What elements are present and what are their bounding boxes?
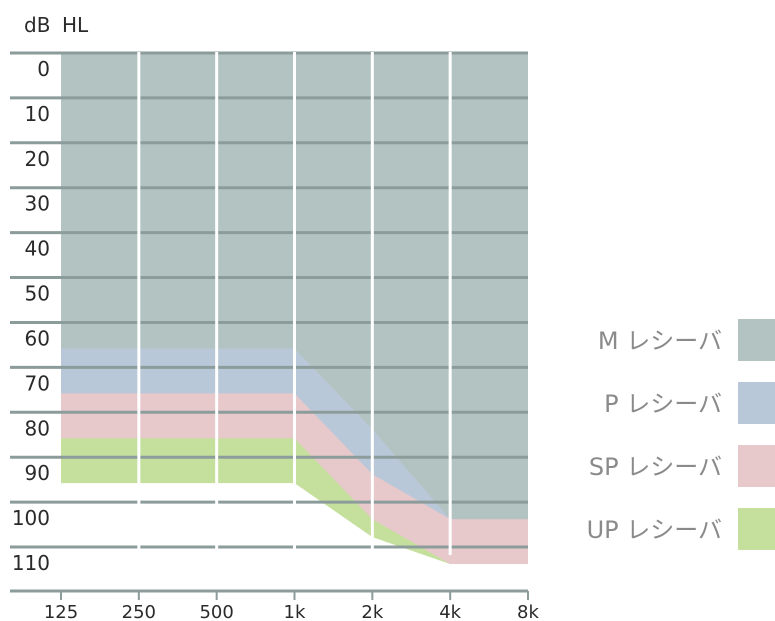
y-tick-labels: 0 10 20 30 40 50 60 70 80 90 100 110 <box>12 57 50 575</box>
y-tick-label: 40 <box>25 237 50 261</box>
x-tick-labels: 125 250 500 1k 2k 4k 8k <box>44 602 540 621</box>
y-axis-unit-hl: HL <box>62 13 89 37</box>
y-tick-label: 70 <box>25 371 50 395</box>
x-tick-label: 2k <box>361 602 383 621</box>
x-tick-label: 500 <box>199 602 233 621</box>
y-tick-label: 90 <box>25 461 50 485</box>
legend-label: UP レシーバ <box>587 516 722 544</box>
x-tick-label: 1k <box>284 602 306 621</box>
y-tick-label: 10 <box>25 102 50 126</box>
y-tick-label: 80 <box>25 416 50 440</box>
y-tick-label: 100 <box>12 506 50 530</box>
y-tick-label: 50 <box>25 282 50 306</box>
y-axis-unit-db: dB <box>24 13 50 37</box>
x-tick-label: 125 <box>44 602 78 621</box>
legend-swatch <box>738 508 775 550</box>
x-tick-label: 8k <box>517 602 539 621</box>
legend-swatch <box>738 382 775 424</box>
y-tick-label: 20 <box>25 147 50 171</box>
legend-swatch <box>738 319 775 361</box>
legend-label: SP レシーバ <box>589 453 722 481</box>
y-tick-label: 110 <box>12 551 50 575</box>
legend: M レシーバ P レシーバ SP レシーバ UP レシーバ <box>587 319 775 550</box>
fitting-range-areas <box>61 52 528 565</box>
x-tick-label: 4k <box>439 602 461 621</box>
y-tick-label: 60 <box>25 326 50 350</box>
legend-swatch <box>738 445 775 487</box>
legend-label: P レシーバ <box>604 390 722 418</box>
grid-lines <box>10 51 529 601</box>
x-tick-label: 250 <box>122 602 156 621</box>
legend-label: M レシーバ <box>598 327 722 355</box>
y-tick-label: 0 <box>37 57 50 81</box>
y-tick-label: 30 <box>25 192 50 216</box>
